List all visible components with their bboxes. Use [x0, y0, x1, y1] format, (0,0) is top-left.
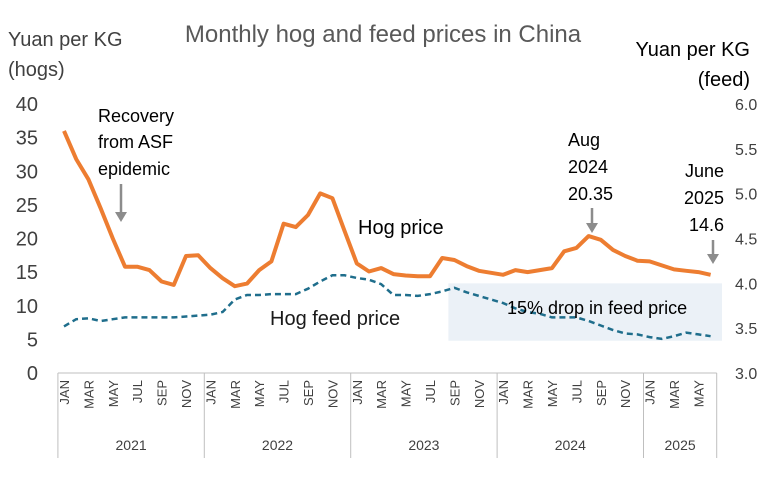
left-tick-label: 25 [16, 195, 38, 217]
recovery-annotation-line3: epidemic [98, 159, 170, 179]
month-tick-label: NOV [472, 380, 487, 409]
right-tick-label: 5.5 [735, 142, 757, 159]
hog-feed-price-line [63, 274, 711, 341]
month-tick-label: SEP [594, 380, 609, 406]
left-tick-label: 15 [16, 262, 38, 284]
year-label: 2025 [665, 437, 696, 453]
hog-price-line [62, 130, 712, 289]
month-tick-label: JAN [496, 380, 511, 405]
month-tick-label: JUL [423, 380, 438, 403]
left-tick-label: 10 [16, 296, 38, 318]
left-axis-ticks: 0 5 10 15 20 25 30 35 40 [16, 94, 38, 385]
left-axis-title-line2: (hogs) [8, 59, 65, 81]
month-tick-label: JAN [203, 380, 218, 405]
month-tick-label: MAR [521, 380, 536, 409]
right-tick-label: 4.5 [735, 232, 757, 249]
month-tick-label: SEP [301, 380, 316, 406]
month-tick-label: JAN [350, 380, 365, 405]
right-tick-label: 4.0 [735, 276, 757, 293]
month-tick-label: JUL [277, 380, 292, 403]
year-label: 2022 [262, 437, 293, 453]
left-tick-label: 40 [16, 94, 38, 116]
year-label: 2023 [408, 437, 439, 453]
month-tick-label: MAY [691, 380, 706, 408]
june-2025-annotation-line3: 14.6 [689, 215, 724, 235]
hog-price-label: Hog price [358, 217, 444, 239]
year-label: 2021 [116, 437, 147, 453]
month-tick-label: MAR [81, 380, 96, 409]
month-tick-label: NOV [618, 380, 633, 409]
month-tick-label: JUL [130, 380, 145, 403]
month-tick-label: JAN [643, 380, 658, 405]
left-tick-label: 0 [27, 363, 38, 385]
x-axis: JAN MAR MAY JUL SEP NOV JAN MAR MAY JUL SEP NOV JAN M… [57, 372, 718, 458]
right-axis-ticks: 3.0 3.5 4.0 4.5 5.0 5.5 6.0 [735, 97, 757, 383]
right-axis-title-line1: Yuan per KG [635, 39, 750, 61]
month-tick-label: SEP [447, 380, 462, 406]
left-tick-label: 5 [27, 329, 38, 351]
right-axis-title-line2: (feed) [698, 69, 750, 91]
recovery-annotation-line1: Recovery [98, 106, 174, 126]
left-tick-label: 30 [16, 161, 38, 183]
month-tick-label: SEP [155, 380, 170, 406]
recovery-annotation-line2: from ASF [98, 132, 173, 152]
left-tick-label: 20 [16, 229, 38, 251]
recovery-arrow-icon [115, 184, 127, 222]
aug-2024-annotation-line1: Aug [568, 130, 600, 150]
right-tick-label: 3.0 [735, 366, 757, 383]
june-2025-annotation-line1: June [685, 161, 724, 181]
month-tick-label: NOV [179, 380, 194, 409]
month-tick-label: JUL [569, 380, 584, 403]
month-tick-label: MAR [228, 380, 243, 409]
month-tick-label: MAR [374, 380, 389, 409]
chart-title: Monthly hog and feed prices in China [185, 21, 582, 48]
right-tick-label: 5.0 [735, 187, 757, 204]
month-tick-label: MAY [252, 380, 267, 408]
month-tick-label: MAY [106, 380, 121, 408]
year-label: 2024 [555, 437, 586, 453]
june-2025-annotation-line2: 2025 [684, 188, 724, 208]
month-tick-label: MAY [399, 380, 414, 408]
right-tick-label: 6.0 [735, 97, 757, 114]
hog-feed-price-label: Hog feed price [270, 308, 400, 330]
aug-2024-annotation-line3: 20.35 [568, 184, 613, 204]
june-2025-arrow-icon [707, 240, 719, 264]
feed-drop-highlight [448, 283, 722, 341]
month-tick-label: MAR [667, 380, 682, 409]
month-tick-label: MAY [545, 380, 560, 408]
month-tick-label: JAN [57, 380, 72, 405]
left-axis-title-line1: Yuan per KG [8, 29, 123, 51]
aug-2024-annotation-line2: 2024 [568, 157, 608, 177]
feed-drop-label: 15% drop in feed price [507, 298, 687, 318]
month-tick-label: NOV [325, 380, 340, 409]
right-tick-label: 3.5 [735, 321, 757, 338]
left-tick-label: 35 [16, 128, 38, 150]
aug-2024-arrow-icon [586, 208, 598, 233]
